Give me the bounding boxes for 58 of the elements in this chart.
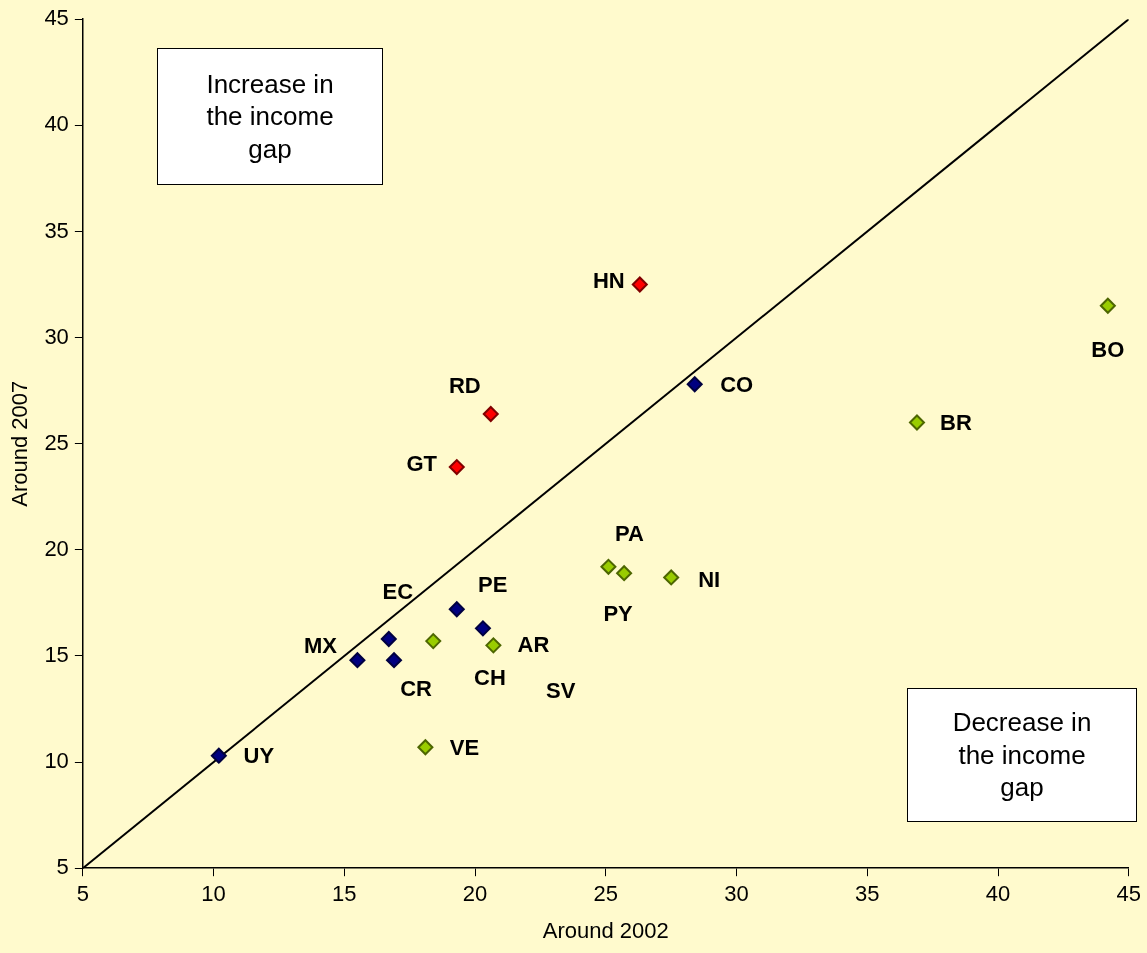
y-tick-label: 45 bbox=[44, 5, 69, 31]
annotation: UY bbox=[243, 742, 275, 768]
x-axis-title: Around 2002 bbox=[542, 917, 669, 943]
y-tick-label: 20 bbox=[44, 535, 69, 561]
x-tick-label: 45 bbox=[1116, 881, 1142, 907]
y-tick-label: 10 bbox=[44, 748, 69, 774]
point bbox=[686, 376, 703, 393]
annotation: BO bbox=[1091, 336, 1125, 362]
note-box: Increase in the income gap bbox=[157, 48, 383, 185]
point bbox=[663, 569, 680, 586]
y-tick-label: 35 bbox=[44, 217, 69, 243]
point bbox=[908, 414, 925, 431]
annotation: VE bbox=[449, 735, 480, 761]
point bbox=[631, 276, 648, 293]
point bbox=[485, 637, 502, 654]
point bbox=[474, 620, 491, 637]
annotation: MX bbox=[303, 633, 338, 659]
point bbox=[482, 405, 499, 422]
annotation: PA bbox=[614, 520, 644, 546]
point bbox=[448, 601, 465, 618]
annotation: CO bbox=[720, 372, 754, 398]
point bbox=[210, 747, 227, 764]
annotation: SV bbox=[546, 678, 576, 704]
note-box: Decrease in the income gap bbox=[907, 688, 1137, 822]
annotation: EC bbox=[382, 579, 414, 605]
y-tick-label: 40 bbox=[44, 111, 69, 137]
x-tick-label: 20 bbox=[462, 881, 488, 907]
annotation: CH bbox=[474, 665, 506, 691]
x-tick-label: 15 bbox=[332, 881, 357, 907]
annotation: PE bbox=[478, 572, 508, 598]
annotation: PY bbox=[603, 601, 634, 627]
annotation: RD bbox=[448, 373, 481, 399]
point bbox=[1099, 297, 1116, 314]
y-tick-label: 30 bbox=[44, 323, 69, 349]
annotation: NI bbox=[698, 567, 721, 593]
y-tick-label: 5 bbox=[56, 854, 69, 880]
point bbox=[386, 652, 403, 669]
point bbox=[380, 630, 397, 647]
x-tick-label: 25 bbox=[593, 881, 619, 907]
y-axis-title: Around 2007 bbox=[7, 380, 33, 507]
point bbox=[600, 558, 617, 575]
x-tick-label: 10 bbox=[201, 881, 226, 907]
point bbox=[425, 633, 442, 650]
annotation: GT bbox=[406, 451, 438, 477]
annotation: HN bbox=[592, 267, 625, 293]
point bbox=[448, 459, 465, 476]
point bbox=[417, 739, 434, 756]
annotation: BR bbox=[940, 409, 972, 435]
y-tick-label: 15 bbox=[44, 642, 69, 668]
y-tick-label: 25 bbox=[44, 429, 69, 455]
point bbox=[616, 565, 633, 582]
x-tick-label: 35 bbox=[855, 881, 880, 907]
x-tick-label: 5 bbox=[76, 881, 89, 907]
point bbox=[349, 652, 366, 669]
x-tick-label: 30 bbox=[724, 881, 749, 907]
annotation: CR bbox=[400, 676, 433, 702]
x-tick-label: 40 bbox=[985, 881, 1011, 907]
annotation: AR bbox=[517, 632, 550, 658]
